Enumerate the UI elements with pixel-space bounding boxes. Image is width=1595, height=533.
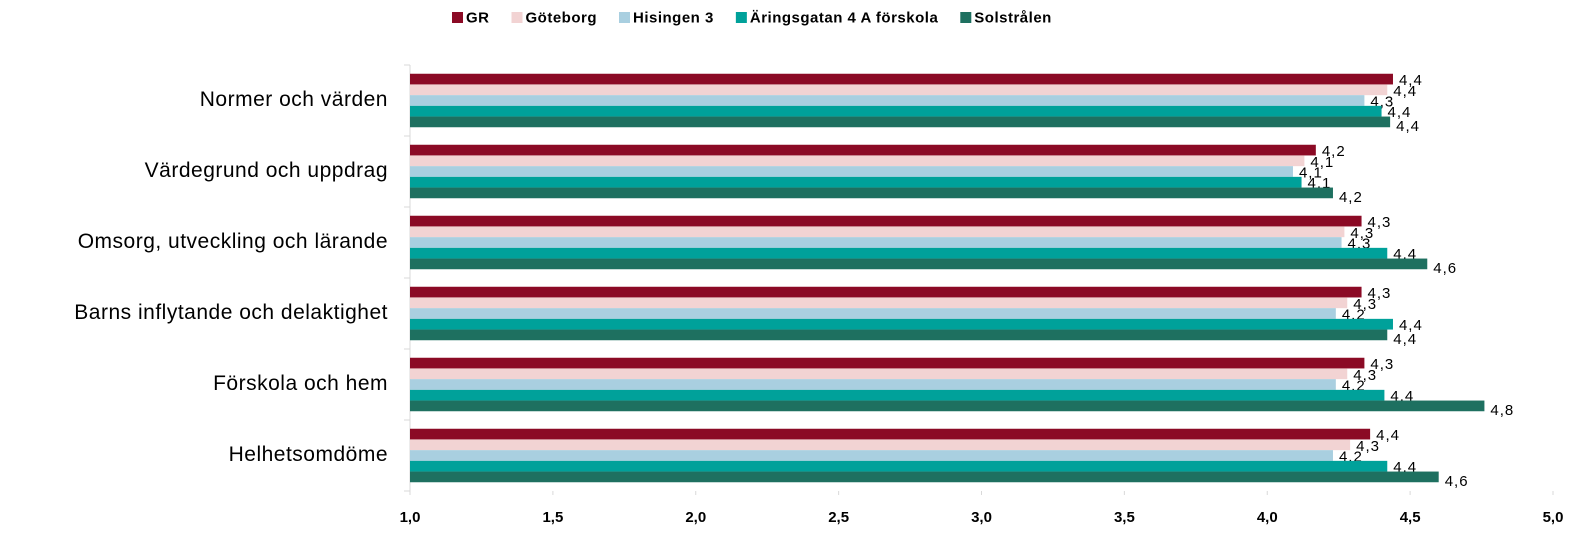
x-tick-label: 1,5	[542, 509, 563, 526]
category-label: Normer och värden	[200, 88, 388, 111]
data-label: 4,8	[1490, 402, 1514, 419]
data-label: 4,3	[1350, 225, 1374, 242]
bar	[410, 329, 1388, 341]
data-label: 4,3	[1353, 296, 1377, 313]
x-tick-label: 2,0	[685, 509, 706, 526]
category-label: Förskola och hem	[213, 372, 388, 395]
bar	[410, 379, 1336, 390]
bar	[410, 226, 1345, 238]
data-label: 4,6	[1445, 473, 1469, 490]
bar	[410, 471, 1439, 483]
bar	[410, 439, 1351, 451]
bar	[410, 105, 1382, 117]
data-label: 4,3	[1370, 356, 1394, 373]
bar	[410, 450, 1333, 461]
legend-label: Göteborg	[526, 9, 598, 26]
bar	[410, 144, 1316, 156]
legend-swatch	[452, 12, 463, 23]
bar	[410, 286, 1362, 298]
data-label: 4,4	[1393, 331, 1417, 348]
bar	[410, 308, 1336, 319]
data-label: 4,4	[1393, 83, 1417, 100]
legend-swatch	[960, 12, 972, 23]
bar	[410, 215, 1362, 227]
bar	[410, 166, 1293, 177]
category-label: Helhetsomdöme	[229, 443, 388, 466]
x-tick-label: 3,0	[971, 509, 992, 526]
bar	[410, 237, 1342, 248]
bar	[410, 176, 1302, 188]
bar	[410, 389, 1385, 401]
x-tick-label: 4,5	[1400, 509, 1421, 526]
bar	[410, 116, 1391, 128]
legend-label: Äringsgatan 4 A förskola	[750, 9, 939, 26]
bar	[410, 297, 1348, 309]
data-label: 4,1	[1310, 154, 1334, 171]
bar	[410, 460, 1388, 472]
legend-swatch	[735, 12, 747, 23]
bar	[410, 258, 1428, 270]
data-label: 4,4	[1396, 118, 1420, 135]
data-label: 4,6	[1433, 260, 1457, 277]
category-label: Barns inflytande och delaktighet	[74, 301, 388, 324]
data-label: 4,3	[1356, 438, 1380, 455]
bar	[410, 357, 1365, 369]
data-label: 4,4	[1388, 104, 1412, 121]
bar	[410, 95, 1365, 106]
x-tick-label: 1,0	[400, 509, 421, 526]
legend-label: Hisingen 3	[633, 9, 714, 26]
data-label: 4,3	[1368, 214, 1392, 231]
legend-swatch	[619, 12, 630, 23]
x-tick-label: 2,5	[828, 509, 849, 526]
bar	[410, 400, 1485, 412]
bar	[410, 84, 1388, 96]
bar	[410, 428, 1371, 440]
data-label: 4,4	[1399, 72, 1423, 89]
data-label: 4,2	[1322, 143, 1346, 160]
data-label: 4,1	[1299, 164, 1323, 181]
data-label: 4,3	[1353, 367, 1377, 384]
category-label: Värdegrund och uppdrag	[145, 159, 388, 182]
bar	[410, 155, 1305, 167]
bar	[410, 187, 1333, 199]
legend-label: GR	[466, 9, 490, 26]
data-label: 4,3	[1368, 285, 1392, 302]
bar	[410, 318, 1393, 330]
data-label: 4,4	[1399, 317, 1423, 334]
bar	[410, 368, 1348, 380]
legend-swatch	[511, 12, 523, 23]
data-label: 4,2	[1339, 189, 1363, 206]
x-tick-label: 3,5	[1114, 509, 1135, 526]
bar	[410, 247, 1388, 259]
x-tick-label: 4,0	[1257, 509, 1278, 526]
legend-label: Solstrålen	[974, 9, 1052, 26]
data-label: 4,4	[1376, 427, 1400, 444]
bar	[410, 73, 1393, 85]
x-tick-label: 5,0	[1543, 509, 1564, 526]
category-label: Omsorg, utveckling och lärande	[78, 230, 388, 253]
